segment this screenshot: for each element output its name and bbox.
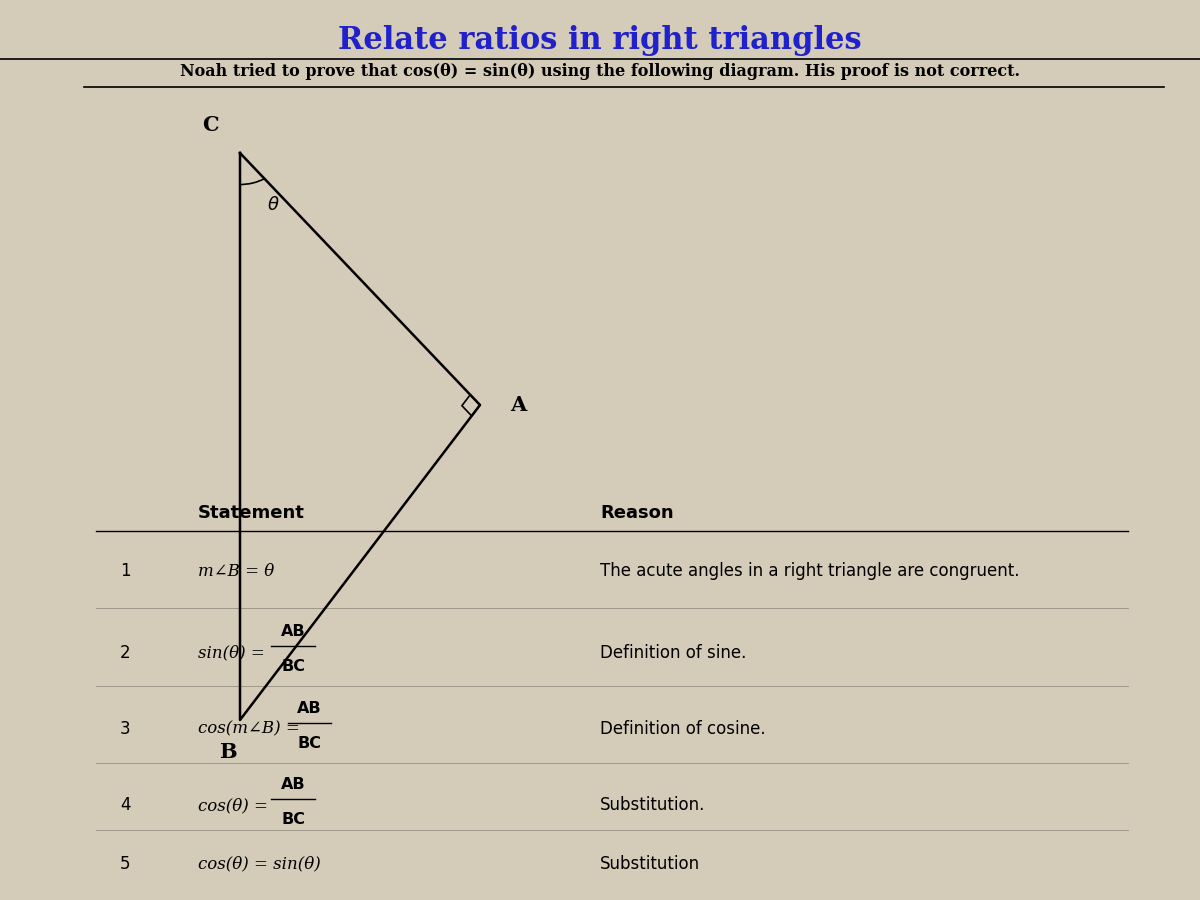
- Text: cos(m∠B) =: cos(m∠B) =: [198, 721, 305, 737]
- Text: AB: AB: [298, 701, 322, 716]
- Text: m∠B = θ: m∠B = θ: [198, 563, 275, 580]
- Text: Statement: Statement: [198, 504, 305, 522]
- Text: Reason: Reason: [600, 504, 673, 522]
- Text: A: A: [510, 395, 527, 415]
- Text: cos(θ) =: cos(θ) =: [198, 797, 274, 814]
- Text: BC: BC: [298, 736, 322, 751]
- Text: BC: BC: [281, 660, 305, 674]
- Text: Definition of sine.: Definition of sine.: [600, 644, 746, 662]
- Text: AB: AB: [281, 778, 305, 792]
- Text: AB: AB: [281, 625, 305, 639]
- Text: 3: 3: [120, 720, 131, 738]
- Text: C: C: [202, 115, 218, 135]
- Text: 5: 5: [120, 855, 131, 873]
- Text: B: B: [220, 742, 236, 762]
- Text: Relate ratios in right triangles: Relate ratios in right triangles: [338, 25, 862, 56]
- Text: 4: 4: [120, 796, 131, 814]
- Text: cos(θ) = sin(θ): cos(θ) = sin(θ): [198, 856, 320, 872]
- Text: θ: θ: [268, 196, 280, 214]
- Text: Substitution: Substitution: [600, 855, 700, 873]
- Text: The acute angles in a right triangle are congruent.: The acute angles in a right triangle are…: [600, 562, 1020, 580]
- Text: Substitution.: Substitution.: [600, 796, 706, 814]
- Text: sin(θ) =: sin(θ) =: [198, 644, 270, 661]
- Text: 2: 2: [120, 644, 131, 662]
- Text: 1: 1: [120, 562, 131, 580]
- Text: BC: BC: [281, 813, 305, 827]
- Text: Definition of cosine.: Definition of cosine.: [600, 720, 766, 738]
- Text: Noah tried to prove that cos(θ) = sin(θ) using the following diagram. His proof : Noah tried to prove that cos(θ) = sin(θ)…: [180, 64, 1020, 80]
